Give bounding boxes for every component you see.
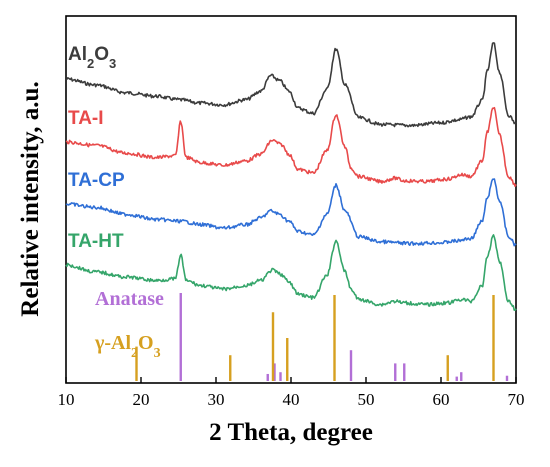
x-axis-title: 2 Theta, degree	[209, 419, 373, 446]
x-ticks: 10 20 30 40 50 60 70	[58, 377, 525, 409]
reference-patterns	[135, 293, 509, 381]
series-line-2	[65, 106, 517, 187]
plot-frame	[65, 15, 517, 384]
x-tick-label: 60	[433, 390, 450, 409]
x-tick-label: 70	[508, 390, 525, 409]
series-lines	[65, 42, 517, 311]
series-line-1	[65, 42, 517, 128]
series-labels: Al2O3 TA-I TA-CP TA-HT Anatase γ-Al2O3	[68, 44, 164, 361]
x-tick-label: 20	[133, 390, 150, 409]
y-axis-title: Relative intensity, a.u.	[17, 81, 44, 316]
series-label-2: TA-I	[68, 108, 104, 129]
reference-label-2: γ-Al2O3	[94, 332, 161, 361]
x-tick-label: 50	[358, 390, 375, 409]
plot-area: 10 20 30 40 50 60 70 Al2O3 TA-I TA-CP TA-HT Anatas…	[58, 15, 525, 409]
series-line-3	[65, 178, 517, 247]
x-tick-label: 10	[58, 390, 75, 409]
series-label-3: TA-CP	[68, 170, 125, 191]
x-tick-label: 40	[283, 390, 300, 409]
series-label-4: TA-HT	[68, 231, 124, 252]
series-label-1: Al2O3	[68, 44, 116, 71]
series-line-4	[65, 234, 517, 311]
reference-label-1: Anatase	[95, 288, 164, 310]
x-tick-label: 30	[208, 390, 225, 409]
